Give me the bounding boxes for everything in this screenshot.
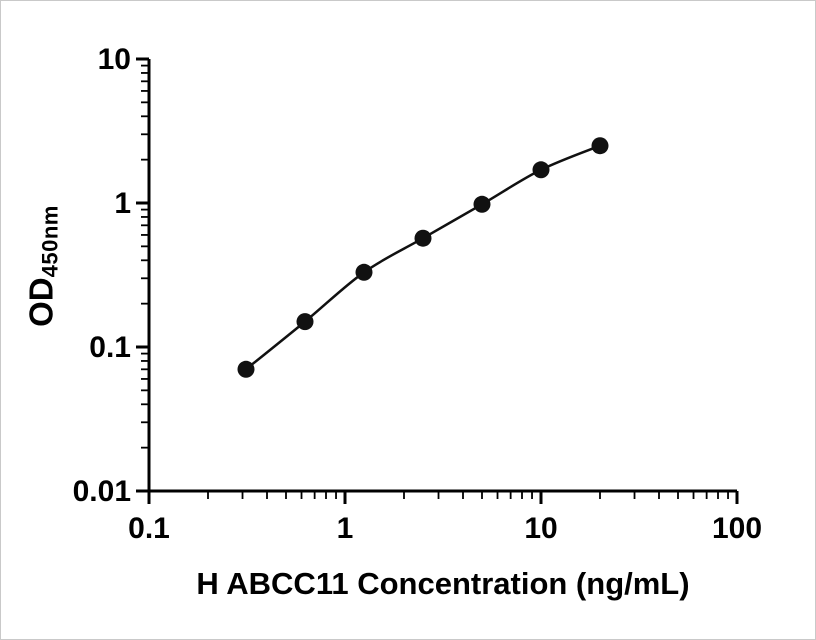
data-point [355, 263, 373, 281]
standard-curve-line [245, 144, 601, 371]
data-point [237, 360, 255, 378]
x-tick-label: 10 [524, 512, 557, 545]
x-axis-title: H ABCC11 Concentration (ng/mL) [196, 566, 690, 601]
data-point [296, 313, 314, 331]
x-tick-label: 1 [337, 512, 354, 545]
y-axis-title-subscript: 450nm [37, 205, 63, 278]
y-tick-label: 0.1 [89, 331, 131, 364]
data-point [473, 195, 491, 213]
y-tick-label: 0.01 [73, 475, 131, 508]
y-axis-title: OD450nm [23, 205, 64, 327]
y-axis-title-main: OD [22, 277, 60, 327]
data-point [532, 161, 550, 179]
data-point [591, 137, 609, 155]
x-tick-label: 0.1 [128, 512, 170, 545]
data-point [414, 229, 432, 247]
x-tick-label: 100 [712, 512, 762, 545]
y-tick-label: 1 [114, 187, 131, 220]
y-tick-label: 10 [98, 43, 131, 76]
